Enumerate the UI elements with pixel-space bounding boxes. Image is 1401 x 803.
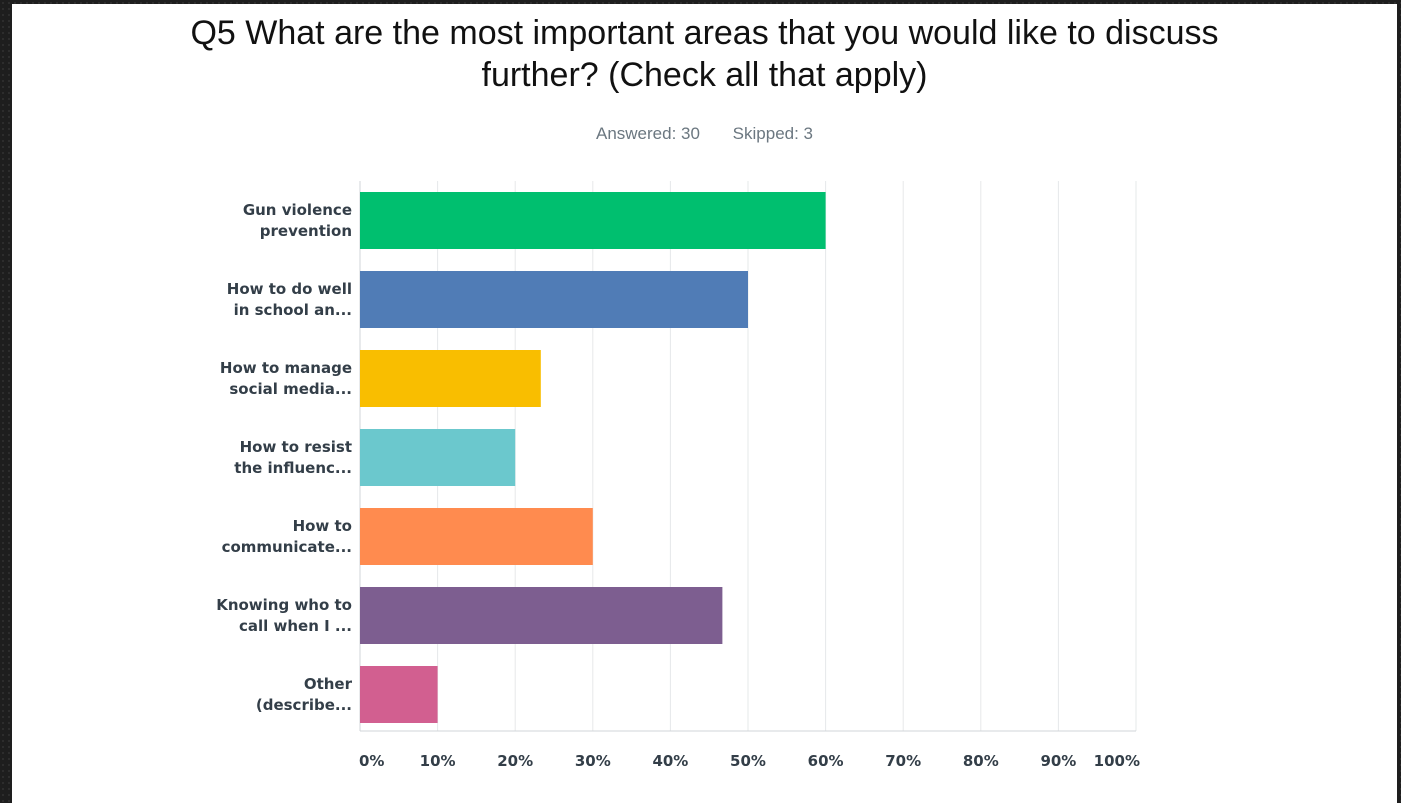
x-tick-label: 20% (497, 752, 533, 770)
bar[interactable] (360, 192, 826, 249)
x-tick-label: 60% (808, 752, 844, 770)
bar[interactable] (360, 508, 593, 565)
response-stats: Answered: 30 Skipped: 3 (12, 124, 1397, 144)
bar[interactable] (360, 271, 748, 328)
x-tick-label: 0% (359, 752, 384, 770)
bar[interactable] (360, 587, 723, 644)
category-label: How to (293, 517, 352, 535)
category-label: How to resist (240, 438, 352, 456)
category-labels: Gun violence prevention How to do well in s… (216, 201, 352, 714)
bar[interactable] (360, 429, 516, 486)
category-label: Gun violence (243, 201, 352, 219)
category-label: prevention (260, 222, 352, 240)
x-tick-label: 70% (885, 752, 921, 770)
bar[interactable] (360, 350, 541, 407)
category-label: Knowing who to (216, 596, 352, 614)
x-tick-label: 40% (652, 752, 688, 770)
x-tick-label: 90% (1040, 752, 1076, 770)
category-label: in school an... (234, 301, 352, 319)
x-axis-ticks: 0% 10% 20% 30% 40% 50% 60% 70% 80% 90% 100% (359, 752, 1140, 770)
x-tick-label: 30% (575, 752, 611, 770)
bars (360, 192, 826, 723)
category-label: the influenc... (234, 459, 352, 477)
chart-title-line-1: Q5 What are the most important areas tha… (190, 14, 1219, 52)
category-label: communicate... (222, 538, 352, 556)
category-label: call when I ... (239, 617, 352, 635)
bar[interactable] (360, 666, 438, 723)
chart-title: Q5 What are the most important areas tha… (52, 12, 1357, 96)
chart-title-line-2: further? (Check all that apply) (481, 56, 928, 94)
category-label: How to do well (227, 280, 352, 298)
category-label: social media... (229, 380, 352, 398)
x-tick-label: 50% (730, 752, 766, 770)
x-tick-label: 10% (420, 752, 456, 770)
category-label: Other (304, 675, 353, 693)
x-tick-label: 100% (1094, 752, 1140, 770)
category-label: (describe... (256, 696, 352, 714)
skipped-count: Skipped: 3 (732, 124, 814, 143)
answered-count: Answered: 30 (595, 124, 700, 143)
x-tick-label: 80% (963, 752, 999, 770)
bar-chart: Gun violence prevention How to do well in s… (216, 181, 1140, 770)
slide: Q5 What are the most important areas tha… (12, 4, 1397, 803)
category-label: How to manage (220, 359, 352, 377)
